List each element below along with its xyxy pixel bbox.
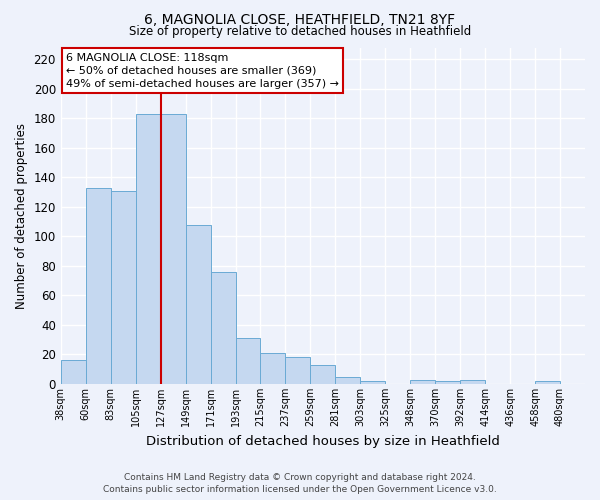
Bar xyxy=(185,224,211,384)
Y-axis label: Number of detached properties: Number of detached properties xyxy=(15,123,28,309)
Bar xyxy=(161,114,185,384)
Bar xyxy=(460,380,485,384)
Text: 6 MAGNOLIA CLOSE: 118sqm
← 50% of detached houses are smaller (369)
49% of semi-: 6 MAGNOLIA CLOSE: 118sqm ← 50% of detach… xyxy=(66,52,339,89)
Bar xyxy=(435,381,460,384)
Bar xyxy=(335,376,361,384)
Bar xyxy=(260,353,286,384)
Bar xyxy=(310,365,335,384)
Bar xyxy=(535,381,560,384)
Bar xyxy=(361,381,385,384)
Bar xyxy=(211,272,236,384)
Bar xyxy=(86,188,111,384)
Text: 6, MAGNOLIA CLOSE, HEATHFIELD, TN21 8YF: 6, MAGNOLIA CLOSE, HEATHFIELD, TN21 8YF xyxy=(145,12,455,26)
Bar xyxy=(236,338,260,384)
Bar xyxy=(136,114,161,384)
Bar xyxy=(111,190,136,384)
Bar xyxy=(61,360,86,384)
X-axis label: Distribution of detached houses by size in Heathfield: Distribution of detached houses by size … xyxy=(146,434,500,448)
Bar xyxy=(286,358,310,384)
Text: Size of property relative to detached houses in Heathfield: Size of property relative to detached ho… xyxy=(129,25,471,38)
Bar xyxy=(410,380,435,384)
Text: Contains HM Land Registry data © Crown copyright and database right 2024.
Contai: Contains HM Land Registry data © Crown c… xyxy=(103,472,497,494)
